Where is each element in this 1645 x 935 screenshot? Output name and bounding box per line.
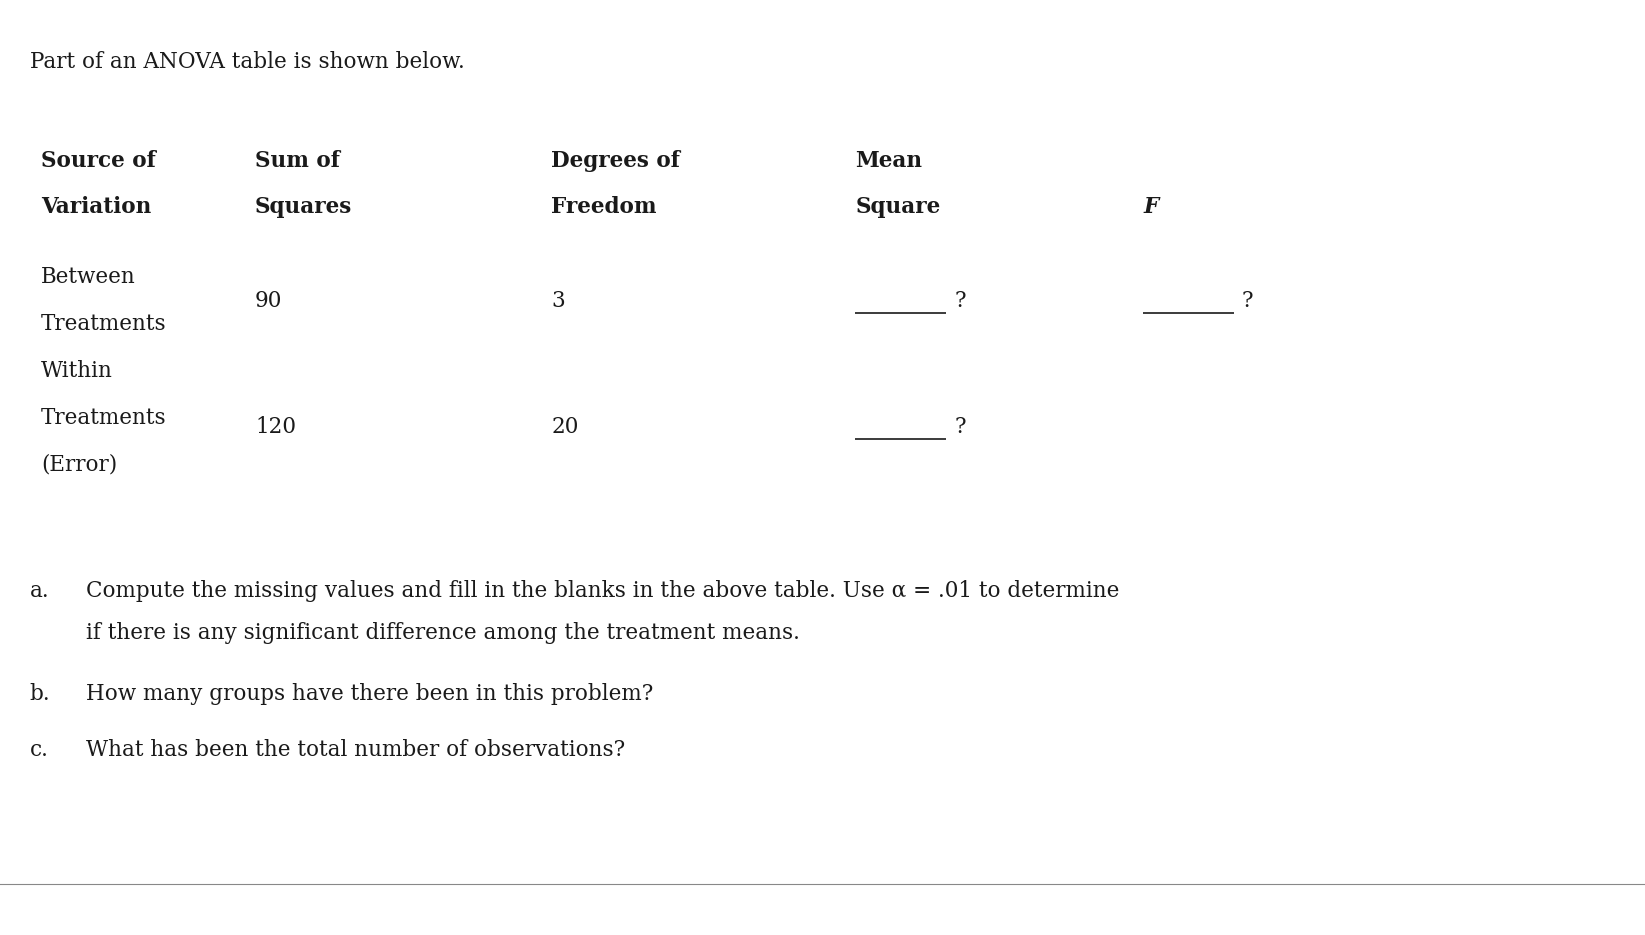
Text: Freedom: Freedom bbox=[551, 196, 656, 219]
Text: Mean: Mean bbox=[855, 150, 923, 172]
Text: What has been the total number of observations?: What has been the total number of observ… bbox=[86, 739, 625, 761]
Text: Squares: Squares bbox=[255, 196, 352, 219]
Text: Treatments: Treatments bbox=[41, 407, 166, 429]
Text: Variation: Variation bbox=[41, 196, 151, 219]
Text: Source of: Source of bbox=[41, 150, 156, 172]
Text: F: F bbox=[1143, 196, 1158, 219]
Text: Degrees of: Degrees of bbox=[551, 150, 679, 172]
Text: if there is any significant difference among the treatment means.: if there is any significant difference a… bbox=[86, 622, 799, 644]
Text: Treatments: Treatments bbox=[41, 313, 166, 336]
Text: How many groups have there been in this problem?: How many groups have there been in this … bbox=[86, 683, 653, 705]
Text: Part of an ANOVA table is shown below.: Part of an ANOVA table is shown below. bbox=[30, 51, 464, 74]
Text: (Error): (Error) bbox=[41, 453, 117, 476]
Text: b.: b. bbox=[30, 683, 51, 705]
Text: 120: 120 bbox=[255, 416, 296, 439]
Text: ?: ? bbox=[1242, 290, 1253, 312]
Text: c.: c. bbox=[30, 739, 48, 761]
Text: 90: 90 bbox=[255, 290, 283, 312]
Text: 3: 3 bbox=[551, 290, 564, 312]
Text: 20: 20 bbox=[551, 416, 579, 439]
Text: Between: Between bbox=[41, 266, 137, 289]
Text: Square: Square bbox=[855, 196, 941, 219]
Text: ?: ? bbox=[954, 290, 966, 312]
Text: Sum of: Sum of bbox=[255, 150, 341, 172]
Text: Within: Within bbox=[41, 360, 114, 382]
Text: a.: a. bbox=[30, 580, 49, 602]
Text: Compute the missing values and fill in the blanks in the above table. Use α = .0: Compute the missing values and fill in t… bbox=[86, 580, 1119, 602]
Text: ?: ? bbox=[954, 416, 966, 439]
